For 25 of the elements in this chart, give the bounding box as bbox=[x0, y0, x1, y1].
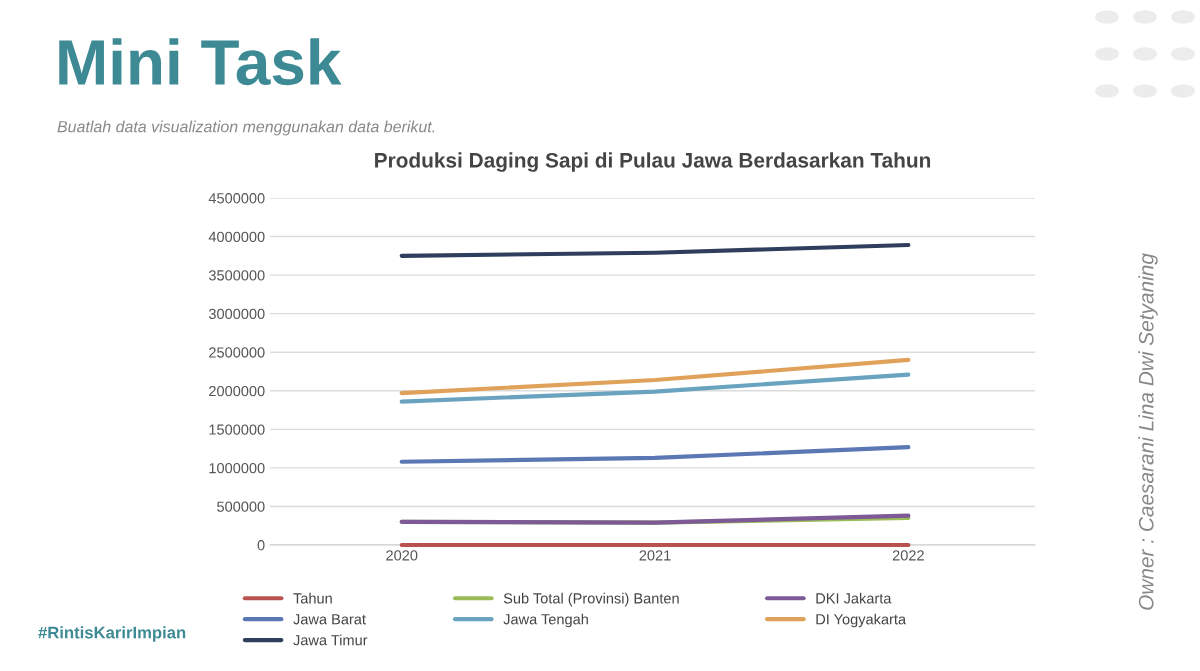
y-tick-label: 2000000 bbox=[209, 385, 265, 397]
text: Mini Task bbox=[59, 38, 342, 86]
text: Owner : Caesarani Lina Dwi Setyaning bbox=[1138, 253, 1158, 610]
text: #RintisKarirImpian bbox=[38, 626, 186, 642]
y-tick-label: 2500000 bbox=[209, 347, 265, 358]
legend-label: Tahun bbox=[293, 592, 332, 604]
y-tick-label: 4500000 bbox=[208, 193, 265, 204]
x-tick-label: 2020 bbox=[386, 550, 418, 561]
y-tick-label: 3000000 bbox=[208, 308, 265, 320]
y-tick-label: 0 bbox=[257, 540, 265, 551]
legend-label: Jawa Tengah bbox=[503, 613, 588, 628]
legend-label: DI Yogyakarta bbox=[816, 613, 907, 628]
legend-label: DKI Jakarta bbox=[816, 592, 892, 604]
x-tick-label: 2022 bbox=[892, 550, 924, 561]
y-tick-label: 3500000 bbox=[208, 270, 265, 281]
x-tick-label: 2021 bbox=[639, 550, 671, 561]
y-tick-label: 1000000 bbox=[209, 462, 265, 474]
text: Buatlah data visualization menggunakan data berikut. bbox=[57, 120, 435, 136]
y-tick-label: 4000000 bbox=[208, 231, 265, 242]
legend-label: Sub Total (Provinsi) Banten bbox=[503, 592, 679, 607]
legend-label: Jawa Timur bbox=[293, 634, 368, 646]
y-tick-label: 500000 bbox=[217, 501, 265, 512]
legend-label: Jawa Barat bbox=[293, 614, 366, 625]
y-tick-label: 1500000 bbox=[209, 424, 265, 435]
chart-title: Produksi Daging Sapi di Pulau Jawa Berdasarkan Tahun bbox=[375, 152, 931, 172]
